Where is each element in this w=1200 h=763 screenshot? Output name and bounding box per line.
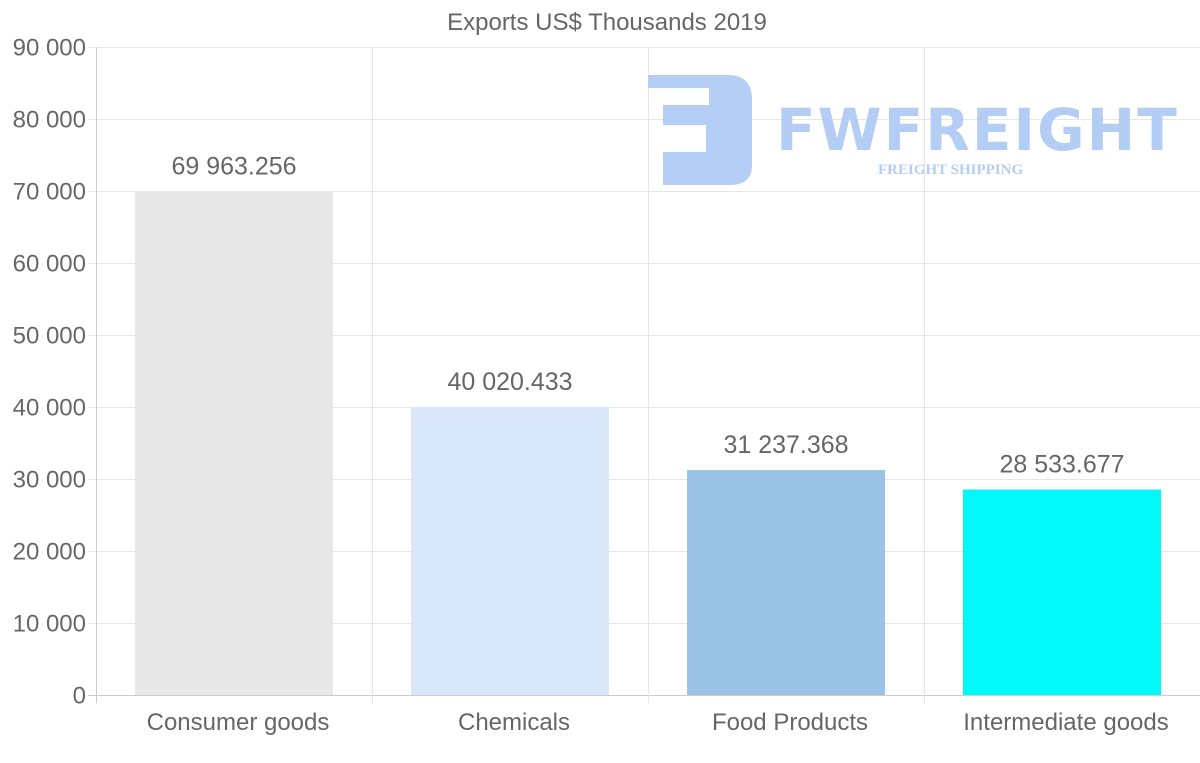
x-tick-label: Intermediate goods [963,709,1168,736]
svg-text:FREIGHT SHIPPING: FREIGHT SHIPPING [878,162,1023,178]
bars: 69 963.256 40 020.433 31 237.368 28 533.677 [135,152,1161,695]
chart-title: Exports US$ Thousands 2019 [447,9,767,36]
svg-text:FWFREIGHT: FWFREIGHT [776,96,1179,164]
x-tick-label: Chemicals [458,709,570,736]
logo-mark-icon [648,75,752,185]
y-tick-label: 90 000 [13,35,86,62]
bar[interactable] [135,191,333,695]
data-label: 69 963.256 [171,152,296,180]
y-tick-label: 60 000 [13,251,86,278]
data-label: 28 533.677 [999,451,1124,479]
y-tick-label: 70 000 [13,179,86,206]
data-label: 31 237.368 [723,431,848,459]
y-axis: 0 10 000 20 000 30 000 40 000 50 000 60 000 70 … [13,35,86,710]
data-label: 40 020.433 [447,368,572,396]
y-tick-label: 20 000 [13,539,86,566]
y-tick-label: 30 000 [13,467,86,494]
x-tick-label: Consumer goods [147,709,330,736]
bar[interactable] [963,489,1161,695]
x-tick-label: Food Products [712,709,868,736]
x-axis: Consumer goods Chemicals Food Products Inte… [147,709,1169,736]
watermark-logo: FWFREIGHT FREIGHT SHIPPING [648,75,1179,185]
y-tick-label: 10 000 [13,611,86,638]
bar[interactable] [411,406,609,695]
bar[interactable] [687,470,885,695]
y-tick-label: 0 [73,683,86,710]
y-tick-label: 80 000 [13,107,86,134]
y-tick-label: 50 000 [13,323,86,350]
y-tick-label: 40 000 [13,395,86,422]
